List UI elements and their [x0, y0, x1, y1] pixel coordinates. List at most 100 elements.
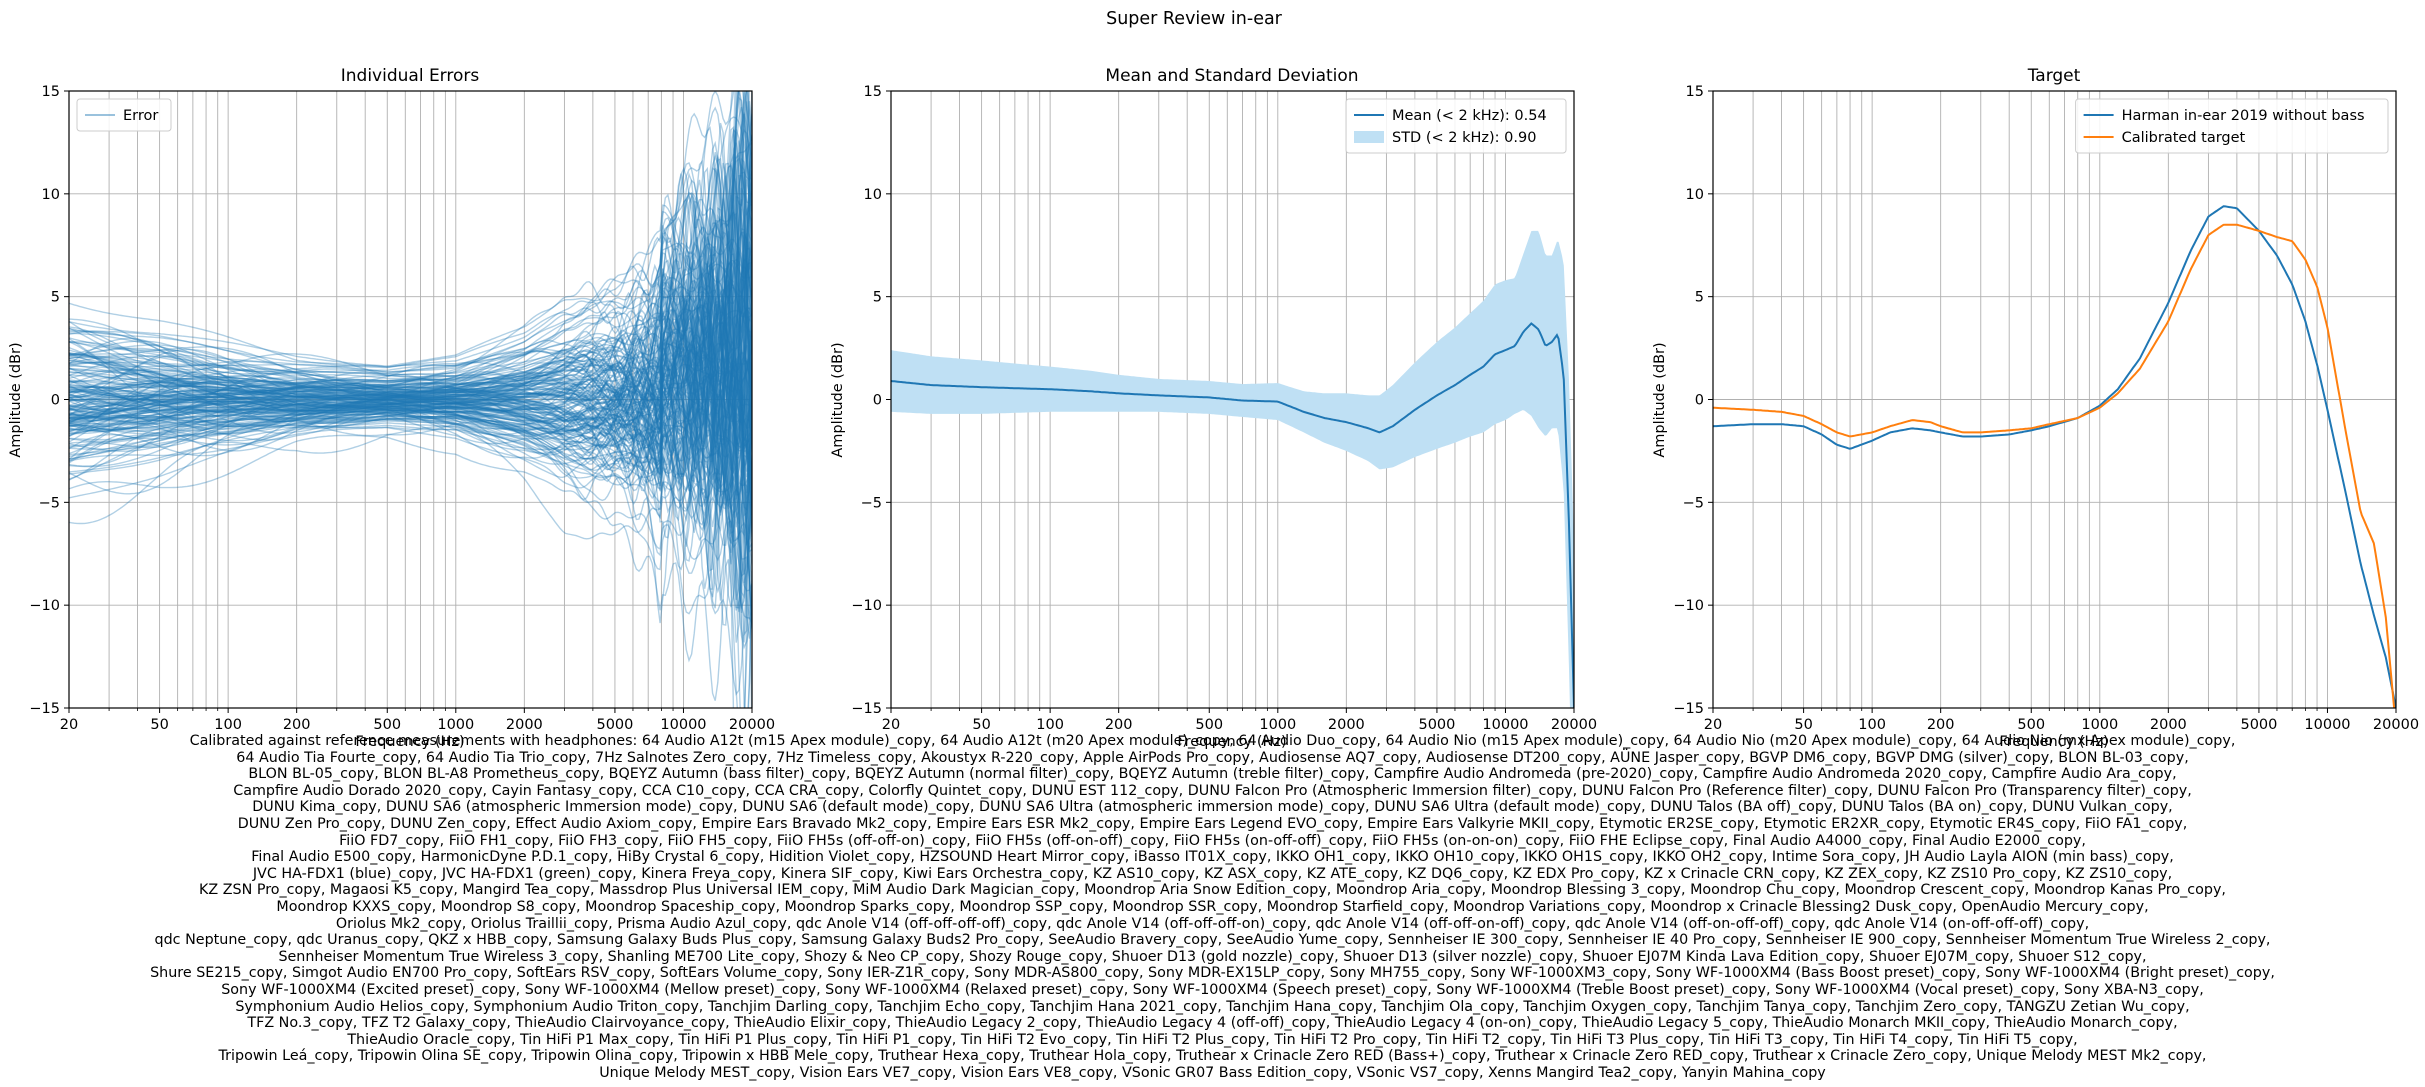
y-tick-label: 10 [1686, 187, 1704, 203]
error-curve [69, 91, 748, 426]
error-curve [69, 92, 752, 388]
error-curve [69, 175, 752, 523]
x-tick-label: 100 [214, 717, 242, 733]
error-curve [69, 319, 752, 528]
x-tick-label: 500 [1195, 717, 1223, 733]
error-curve [69, 91, 752, 394]
error-curve [69, 284, 752, 429]
error-curve [69, 394, 752, 575]
caption-line: BLON BL-05_copy, BLON BL-A8 Prometheus_c… [248, 766, 2177, 783]
error-curve [69, 215, 752, 503]
error-curve [69, 358, 752, 463]
error-curve [69, 199, 752, 420]
error-curve [69, 314, 752, 492]
error-curve [69, 175, 752, 448]
panel-title: Individual Errors [341, 66, 480, 86]
error-curve [69, 91, 752, 445]
error-curve [69, 198, 752, 420]
x-tick-label: 10000 [1482, 717, 1528, 733]
error-curve [69, 380, 752, 537]
error-curve [69, 308, 752, 445]
error-curve [69, 288, 752, 519]
error-curve [69, 409, 752, 625]
caption-line: TFZ No.3_copy, TFZ T2 Galaxy_copy, ThieA… [247, 1015, 2178, 1032]
error-curve [69, 322, 752, 462]
error-curve [69, 162, 752, 377]
error-curve [69, 364, 752, 474]
error-curve [69, 254, 752, 476]
error-curve [69, 91, 750, 388]
y-tick-label: −10 [1673, 598, 1704, 614]
error-curve [69, 136, 752, 377]
y-tick-label: −10 [851, 598, 882, 614]
caption-line: Sennheiser Momentum True Wireless 3_copy… [278, 948, 2147, 965]
x-tick-label: 2000 [506, 717, 543, 733]
error-curve [69, 157, 752, 457]
caption-line: 64 Audio Tia Fourte_copy, 64 Audio Tia T… [236, 749, 2189, 766]
error-curve [69, 125, 752, 494]
error-curve [69, 281, 752, 483]
x-tick-label: 500 [2017, 717, 2045, 733]
error-curve [69, 112, 752, 373]
x-tick-label: 10000 [2304, 717, 2350, 733]
error-curve [69, 403, 752, 609]
caption-line: DUNU Kima_copy, DUNU SA6 (atmospheric Im… [252, 799, 2173, 816]
error-curve [69, 91, 745, 399]
figure-suptitle: Super Review in-ear [1106, 9, 1283, 29]
caption-line: qdc Neptune_copy, qdc Uranus_copy, QKZ x… [154, 932, 2271, 949]
error-curve [69, 250, 752, 490]
error-curve [69, 106, 752, 369]
caption-line: FiiO FD7_copy, FiiO FH1_copy, FiiO FH3_c… [339, 832, 2086, 849]
error-curve [69, 367, 752, 551]
x-tick-label: 50 [1794, 717, 1812, 733]
error-curve [69, 116, 752, 389]
error-curve [69, 278, 752, 448]
x-tick-label: 20000 [1551, 717, 1597, 733]
caption-line: JVC HA-FDX1 (blue)_copy, JVC HA-FDX1 (gr… [252, 865, 2173, 882]
mean-line [891, 322, 1574, 708]
x-tick-label: 20000 [2373, 717, 2419, 733]
error-curve [69, 157, 752, 448]
error-curve [69, 179, 752, 480]
error-curve [69, 233, 752, 599]
error-curve [69, 195, 752, 484]
error-curve [69, 190, 752, 455]
error-curve [69, 364, 752, 502]
error-curve [69, 287, 752, 394]
error-curve [69, 187, 752, 447]
error-curve [69, 149, 752, 426]
error-curve [69, 262, 752, 600]
error-curve [69, 253, 752, 441]
x-tick-label: 20 [882, 717, 900, 733]
x-tick-label: 200 [283, 717, 311, 733]
error-curve [69, 206, 752, 393]
error-curve [69, 374, 752, 592]
error-curve [69, 91, 747, 373]
error-curve [69, 321, 752, 509]
error-curve [69, 344, 752, 509]
error-curve [69, 315, 752, 637]
error-curve [69, 228, 752, 490]
panel-title: Target [2027, 66, 2081, 86]
error-curve [69, 245, 752, 472]
x-tick-label: 20 [60, 717, 78, 733]
error-curve [69, 194, 752, 459]
error-curve [69, 408, 752, 624]
x-tick-label: 2000 [2150, 717, 2187, 733]
y-tick-label: 0 [51, 393, 60, 409]
error-curve [69, 337, 752, 519]
error-curve [69, 310, 752, 449]
error-curve [69, 169, 752, 381]
error-curve [69, 241, 752, 412]
legend-box [1345, 98, 1567, 154]
error-curve [69, 404, 752, 546]
error-curve [69, 298, 752, 510]
error-curve [69, 425, 752, 650]
caption-line: Symphonium Audio Helios_copy, Symphonium… [235, 998, 2190, 1015]
error-curve [69, 309, 752, 394]
error-curve [69, 332, 752, 542]
x-tick-label: 10000 [660, 717, 706, 733]
x-tick-label: 5000 [2240, 717, 2277, 733]
error-curve [69, 280, 752, 433]
